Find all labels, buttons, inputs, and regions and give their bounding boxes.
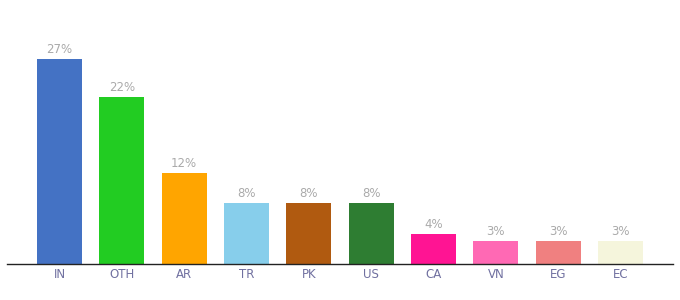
Text: 22%: 22% [109,81,135,94]
Bar [224,203,269,264]
Text: 8%: 8% [362,187,380,200]
Bar [286,203,331,264]
Bar [598,241,643,264]
Bar [99,97,144,264]
Text: 3%: 3% [611,225,630,238]
Bar [473,241,518,264]
Bar [37,59,82,264]
Text: 27%: 27% [46,43,73,56]
Bar [349,203,394,264]
Text: 8%: 8% [300,187,318,200]
Text: 4%: 4% [424,218,443,231]
Text: 3%: 3% [487,225,505,238]
Bar [162,173,207,264]
Text: 8%: 8% [237,187,256,200]
Bar [411,234,456,264]
Bar [536,241,581,264]
Text: 3%: 3% [549,225,567,238]
Text: 12%: 12% [171,157,197,170]
